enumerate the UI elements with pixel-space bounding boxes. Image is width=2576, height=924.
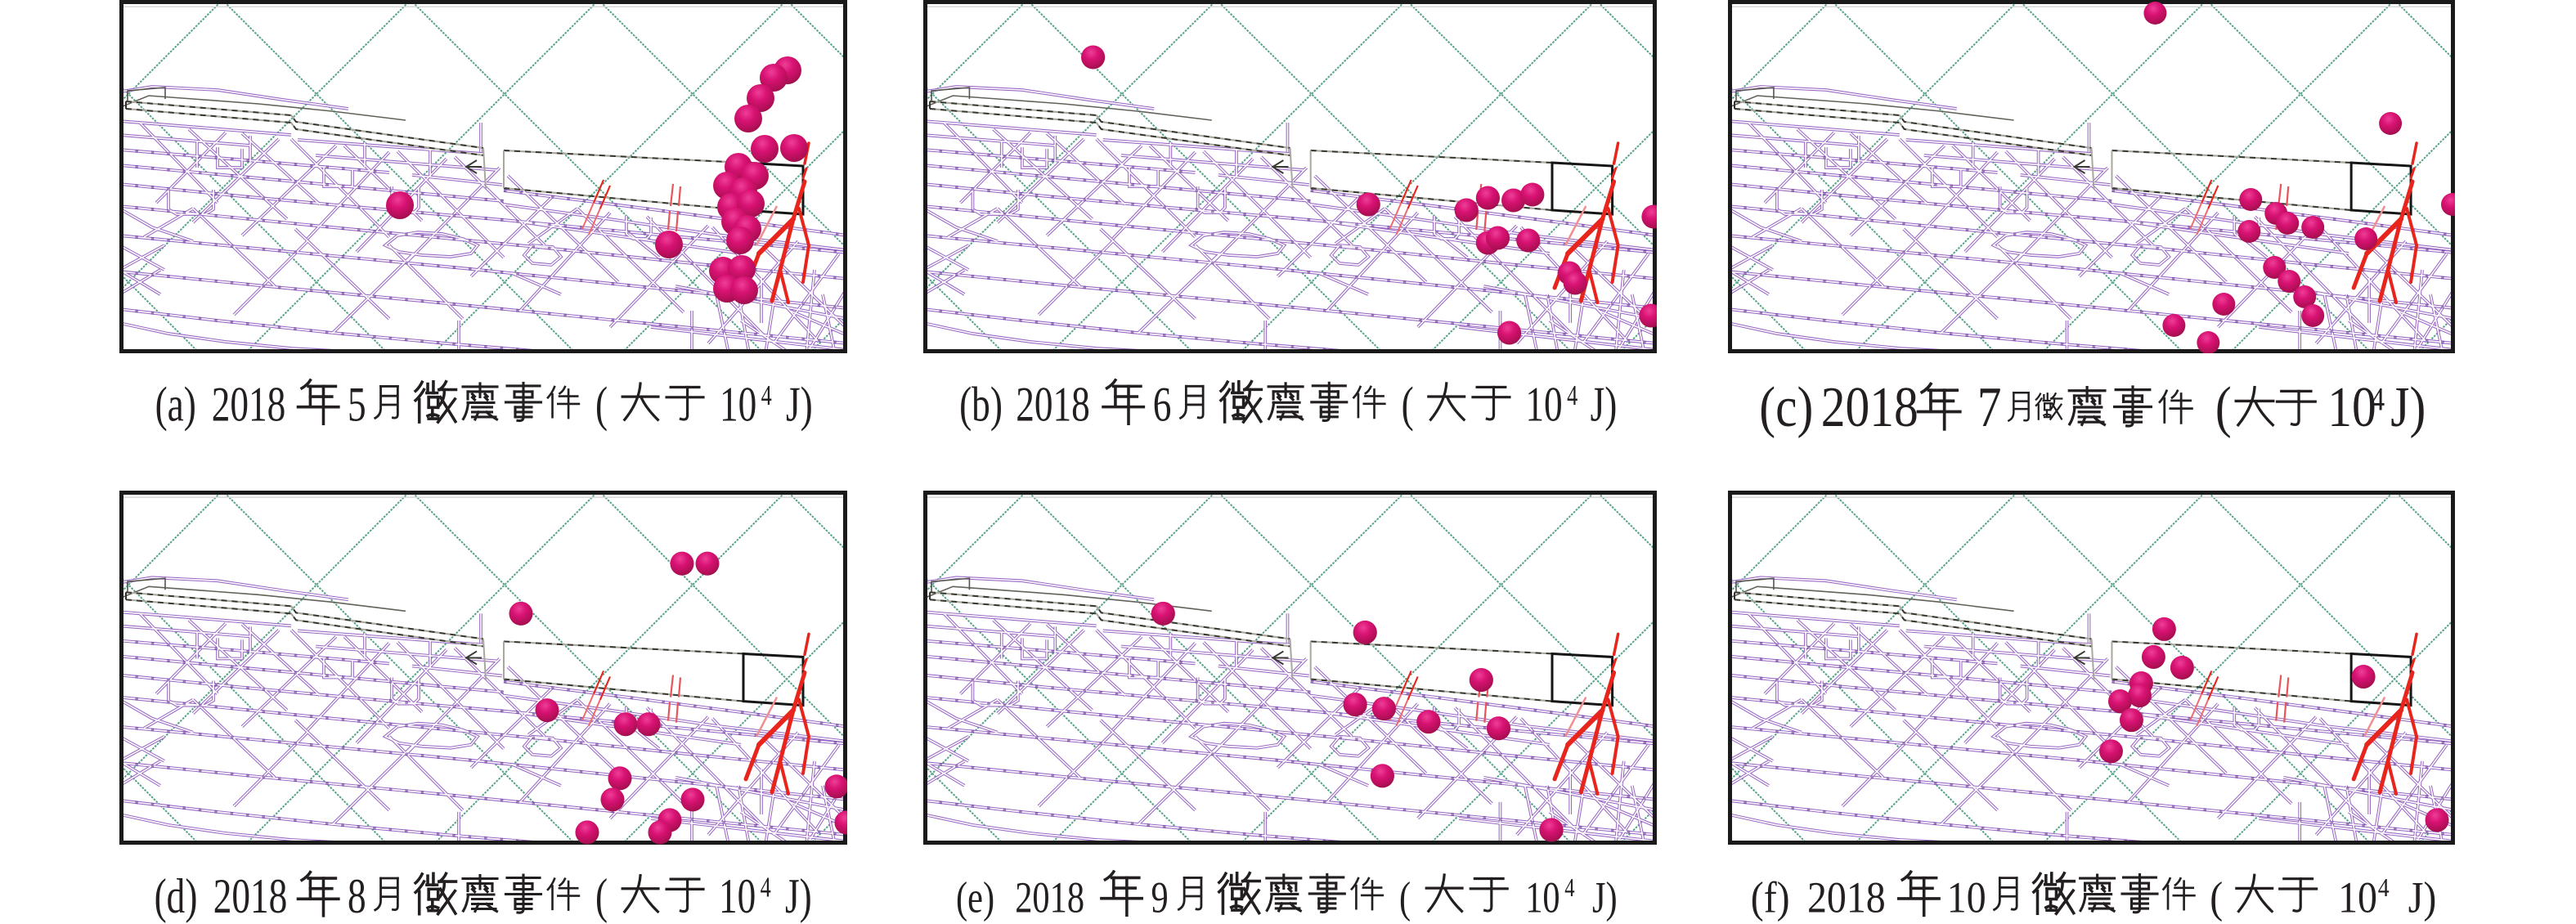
- svg-text:(: (: [1399, 873, 1411, 922]
- svg-text:(: (: [595, 868, 608, 924]
- svg-text:2018: 2018: [1016, 376, 1090, 432]
- svg-text:10: 10: [1525, 376, 1562, 432]
- svg-text:2018: 2018: [1015, 873, 1084, 922]
- svg-text:4: 4: [1567, 379, 1577, 411]
- svg-text:7: 7: [1977, 376, 2002, 440]
- svg-text:J): J): [2408, 873, 2437, 923]
- svg-text:8: 8: [348, 868, 366, 924]
- svg-text:(b): (b): [959, 376, 1003, 432]
- svg-text:J): J): [2390, 376, 2426, 440]
- svg-text:6: 6: [1153, 376, 1172, 432]
- svg-text:4: 4: [1564, 874, 1574, 903]
- svg-text:J): J): [1592, 873, 1618, 922]
- svg-text:J): J): [786, 376, 813, 432]
- svg-text:J): J): [785, 868, 812, 924]
- svg-text:4: 4: [761, 871, 771, 904]
- svg-text:(: (: [2210, 873, 2223, 923]
- svg-text:10: 10: [2327, 376, 2376, 440]
- svg-text:(c): (c): [1759, 376, 1813, 440]
- svg-text:10: 10: [719, 868, 756, 924]
- svg-text:(: (: [595, 376, 608, 432]
- svg-text:10: 10: [1947, 873, 1986, 923]
- svg-text:4: 4: [2378, 874, 2390, 903]
- svg-text:5: 5: [348, 376, 366, 432]
- svg-text:4: 4: [2371, 381, 2385, 418]
- svg-text:2018: 2018: [212, 376, 286, 432]
- svg-text:(a): (a): [155, 376, 196, 432]
- svg-text:(: (: [1402, 376, 1414, 432]
- svg-text:10: 10: [720, 376, 756, 432]
- svg-text:4: 4: [761, 379, 772, 411]
- svg-text:10: 10: [2338, 873, 2377, 923]
- svg-text:(e): (e): [956, 873, 994, 922]
- svg-text:J): J): [1591, 376, 1618, 432]
- svg-text:(f): (f): [1751, 873, 1790, 923]
- svg-text:10: 10: [1525, 873, 1560, 922]
- svg-text:2018: 2018: [1807, 873, 1886, 923]
- svg-text:2018: 2018: [1821, 376, 1919, 440]
- svg-text:2018: 2018: [213, 868, 288, 924]
- svg-text:(d): (d): [155, 868, 198, 924]
- svg-text:(: (: [2215, 376, 2232, 440]
- svg-text:9: 9: [1151, 873, 1169, 922]
